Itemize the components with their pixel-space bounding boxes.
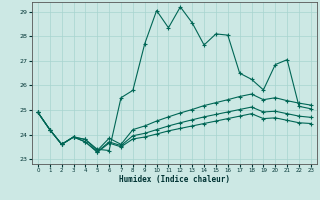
X-axis label: Humidex (Indice chaleur): Humidex (Indice chaleur) <box>119 175 230 184</box>
